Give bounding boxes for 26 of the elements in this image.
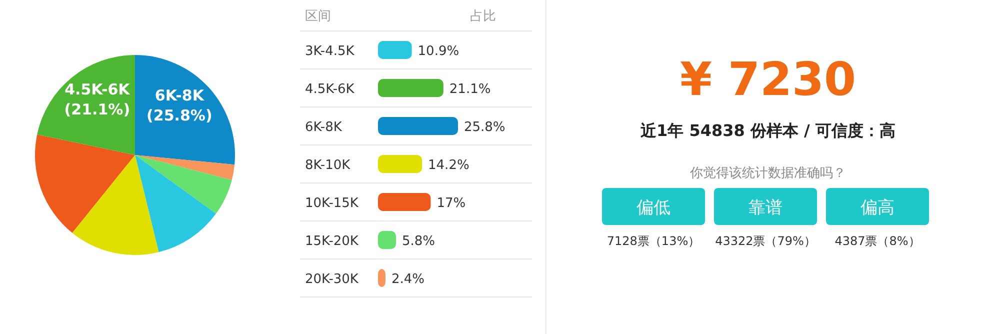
y-tick-label: 10K-15K [305, 196, 359, 211]
y-tick-label: 20K-30K [305, 272, 359, 287]
text: 近1年 54838 份样本 / 可信度：高 [640, 121, 896, 140]
y-axis-title: 区间 [305, 9, 331, 24]
text: ¥ 7230 [680, 52, 856, 106]
data-label: 17% [436, 196, 466, 211]
y-tick-label: 6K-8K [305, 120, 342, 135]
y-tick-label: 3K-4.5K [305, 44, 355, 59]
data-label: 25.8% [464, 120, 506, 135]
data-label: 14.2% [428, 158, 470, 173]
data-label: (21.1%) [64, 100, 130, 118]
y-tick-label: 8K-10K [305, 158, 351, 173]
y-tick-label: 15K-20K [305, 234, 359, 249]
slice-label: 6K-8K [154, 86, 206, 105]
text: 7128票（13%） [606, 234, 700, 248]
data-label: 10.9% [418, 44, 460, 59]
slice-label: 4.5K-6K [64, 80, 132, 98]
text: 4387票（8%） [834, 234, 920, 248]
data-label: 2.4% [391, 272, 424, 287]
y-tick-label: 4.5K-6K [305, 82, 355, 97]
text: 你觉得该统计数据准确吗？ [689, 165, 846, 181]
data-label: 5.8% [402, 234, 436, 249]
x-axis-title: 占比 [470, 9, 496, 24]
text: 43322票（79%） [715, 234, 816, 248]
data-label: 21.1% [449, 82, 491, 97]
data-label: (25.8%) [146, 106, 212, 125]
